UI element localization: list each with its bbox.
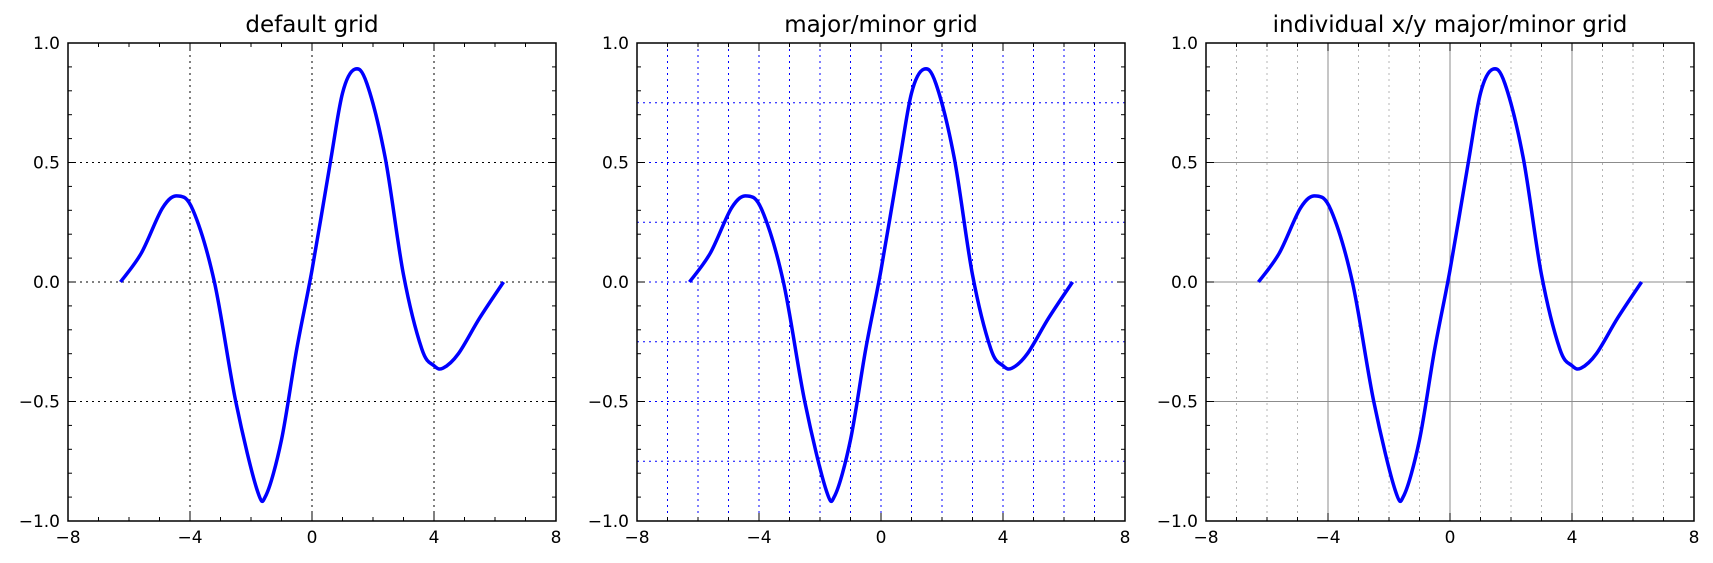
y-tick-label: −0.5 xyxy=(588,393,629,413)
chart-panel-3: −8 −4 0 4 8 −1.0 −0.5 0.0 0.5 1.0 individual x/y m… xyxy=(1157,12,1700,548)
x-tick-label: −8 xyxy=(1193,528,1218,548)
x-tick-label: 0 xyxy=(1445,528,1456,548)
y-tick-label: 0.5 xyxy=(602,154,629,174)
chart-panel-2: −8 −4 0 4 8 −1.0 −0.5 0.0 0.5 1.0 major/minor grid xyxy=(588,12,1131,548)
y-tick-label: −1.0 xyxy=(588,512,629,532)
y-tick-label: −0.5 xyxy=(19,393,60,413)
chart-title: default grid xyxy=(245,12,378,38)
y-tick-label: 0.5 xyxy=(1171,154,1198,174)
y-tick-label: −1.0 xyxy=(1157,512,1198,532)
y-tick-label: 0.5 xyxy=(33,154,60,174)
y-tick-label: 0.0 xyxy=(33,273,60,293)
y-tick-label: −1.0 xyxy=(19,512,60,532)
y-tick-label: 0.0 xyxy=(1171,273,1198,293)
x-tick-label: −4 xyxy=(746,528,771,548)
x-tick-label: 8 xyxy=(1120,528,1131,548)
x-tick-label: 4 xyxy=(998,528,1009,548)
x-tick-label: −8 xyxy=(55,528,80,548)
y-tick-label: 1.0 xyxy=(602,34,629,54)
y-tick-label: 1.0 xyxy=(33,34,60,54)
x-tick-label: 8 xyxy=(551,528,562,548)
series-line xyxy=(119,67,505,504)
series-line xyxy=(688,67,1074,504)
x-tick-label: −4 xyxy=(177,528,202,548)
x-tick-label: 4 xyxy=(1567,528,1578,548)
series-line xyxy=(1257,67,1643,504)
chart-panel-1: −8 −4 0 4 8 −1.0 −0.5 0.0 0.5 1.0 default grid xyxy=(19,12,562,548)
x-tick-label: −8 xyxy=(624,528,649,548)
y-tick-label: −0.5 xyxy=(1157,393,1198,413)
x-tick-label: 8 xyxy=(1689,528,1700,548)
x-tick-label: −4 xyxy=(1315,528,1340,548)
x-tick-label: 0 xyxy=(307,528,318,548)
chart-title: major/minor grid xyxy=(784,12,977,38)
y-tick-label: 0.0 xyxy=(602,273,629,293)
x-tick-label: 0 xyxy=(876,528,887,548)
chart-title: individual x/y major/minor grid xyxy=(1273,12,1628,38)
x-tick-label: 4 xyxy=(429,528,440,548)
y-tick-label: 1.0 xyxy=(1171,34,1198,54)
